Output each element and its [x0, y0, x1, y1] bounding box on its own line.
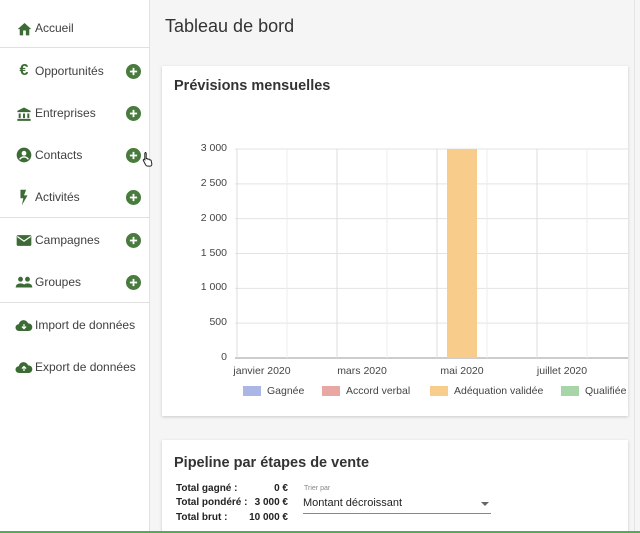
y-tick-label: 500 [209, 316, 227, 329]
plus-icon [129, 278, 138, 287]
bank-icon [15, 104, 33, 122]
sidebar-item-campagnes[interactable]: Campagnes [0, 223, 150, 257]
sidebar-item-opportunites[interactable]: € Opportunités [0, 54, 150, 88]
legend-label: Adéquation validée [454, 385, 544, 397]
add-campagne-button[interactable] [126, 233, 141, 248]
sidebar-item-label: Campagnes [35, 233, 100, 247]
pipeline-card: Pipeline par étapes de vente [162, 440, 628, 533]
forecast-card: Prévisions mensuelles [162, 66, 628, 416]
sort-select[interactable]: Montant décroissant [303, 496, 491, 514]
plus-icon [129, 193, 138, 202]
euro-icon: € [19, 62, 29, 79]
sidebar-item-import[interactable]: Import de données [0, 308, 150, 342]
sidebar-item-export[interactable]: Export de données [0, 350, 150, 384]
sidebar-item-label: Groupes [35, 275, 82, 289]
sidebar-item-label: Opportunités [35, 64, 104, 78]
x-tick-label: janvier 2020 [233, 365, 291, 377]
bolt-icon [15, 188, 33, 206]
legend-item[interactable]: Adéquation validée [430, 385, 543, 397]
cloud-upload-icon [15, 358, 33, 376]
y-tick-label: 3 000 [200, 142, 227, 154]
home-icon [15, 19, 33, 37]
page-title: Tableau de bord [165, 16, 295, 36]
plus-icon [129, 109, 138, 118]
forecast-title: Prévisions mensuelles [174, 78, 331, 94]
y-tick-label: 2 000 [200, 211, 227, 224]
chevron-down-icon [481, 502, 489, 506]
sidebar-item-label: Import de données [35, 318, 136, 332]
y-tick-label: 2 500 [200, 176, 227, 189]
add-groupe-button[interactable] [126, 275, 141, 290]
plus-icon [129, 67, 138, 76]
sidebar-item-label: Export de données [35, 360, 136, 374]
legend-swatch [322, 386, 340, 396]
account-circle-icon [15, 146, 33, 164]
mail-icon [15, 231, 33, 249]
sidebar-item-label: Entreprises [35, 106, 96, 120]
legend-label: Gagnée [267, 385, 305, 397]
add-activite-button[interactable] [126, 190, 141, 205]
group-icon [15, 273, 33, 291]
x-tick-label: mai 2020 [440, 365, 484, 377]
add-contact-button[interactable] [126, 148, 141, 163]
total-pondere-label: Total pondéré : [176, 497, 248, 508]
y-tick-label: 1 000 [200, 281, 227, 294]
y-tick-label: 1 500 [200, 246, 227, 259]
sidebar-item-label: Accueil [35, 21, 74, 35]
sidebar-item-entreprises[interactable]: Entreprises [0, 96, 150, 130]
sidebar-item-groupes[interactable]: Groupes [0, 265, 150, 299]
legend-swatch [243, 386, 261, 396]
divider [0, 302, 150, 303]
legend-item[interactable]: Accord verbal [322, 385, 410, 397]
total-pondere-value: 3 000 € [254, 497, 288, 508]
add-entreprise-button[interactable] [126, 106, 141, 121]
total-gagne-value: 0 € [274, 483, 288, 494]
legend-label: Accord verbal [346, 385, 411, 397]
sidebar: Accueil € Opportunités Entreprises Conta… [0, 0, 150, 533]
legend-swatch [561, 386, 579, 396]
sidebar-item-activites[interactable]: Activités [0, 180, 150, 214]
sidebar-item-label: Contacts [35, 148, 83, 162]
legend-item[interactable]: Gagnée [243, 385, 304, 397]
plus-icon [129, 236, 138, 245]
sidebar-item-accueil[interactable]: Accueil [0, 11, 150, 45]
x-tick-label: juillet 2020 [536, 365, 588, 377]
pipeline-title: Pipeline par étapes de vente [174, 455, 370, 471]
x-tick-label: mars 2020 [337, 365, 387, 377]
sidebar-item-contacts[interactable]: Contacts [0, 138, 150, 172]
sort-label: Trier par [304, 485, 331, 492]
sidebar-item-label: Activités [35, 190, 80, 204]
cloud-download-icon [15, 316, 33, 334]
y-tick-label: 0 [221, 351, 227, 363]
sort-select-value: Montant décroissant [303, 497, 403, 509]
bottom-bar [0, 531, 640, 533]
total-brut-label: Total brut : [176, 512, 228, 523]
hand-pointer-cursor-icon [142, 152, 153, 167]
total-gagne-label: Total gagné : [176, 483, 238, 494]
plus-icon [129, 151, 138, 160]
divider [0, 47, 150, 48]
divider [0, 217, 150, 218]
total-brut-value: 10 000 € [249, 512, 288, 523]
legend-label: Qualifiée [585, 385, 627, 397]
legend-item[interactable]: Qualifiée [561, 385, 626, 397]
scroll-edge [634, 0, 635, 533]
add-opportunite-button[interactable] [126, 64, 141, 79]
legend-swatch [430, 386, 448, 396]
